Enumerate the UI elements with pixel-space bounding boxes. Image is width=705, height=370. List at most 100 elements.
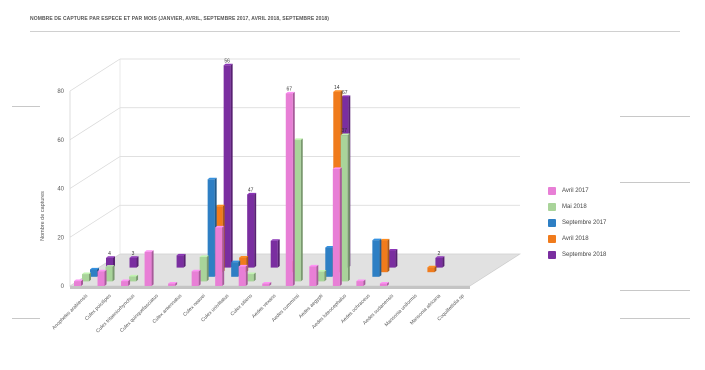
bar-top bbox=[105, 265, 115, 267]
bar-front bbox=[356, 281, 364, 286]
y-tick-label: 40 bbox=[57, 187, 64, 193]
y-axis-label: Nombre de captures bbox=[40, 191, 46, 241]
legend: Avril 2017 Mai 2018 Septembre 2017 Avril… bbox=[548, 183, 606, 263]
legend-label: Avril 2018 bbox=[562, 236, 589, 242]
bar-side bbox=[151, 250, 154, 286]
bar bbox=[129, 256, 139, 268]
bar-front bbox=[238, 266, 246, 286]
bar-top bbox=[309, 264, 319, 267]
data-label: 67 bbox=[342, 90, 348, 96]
bar-front bbox=[176, 255, 184, 268]
x-tick-label: Culex sitiens bbox=[230, 293, 255, 318]
gridline-side bbox=[69, 156, 121, 189]
bar bbox=[215, 225, 225, 286]
bar-front bbox=[427, 267, 435, 273]
bar-side bbox=[245, 264, 248, 286]
bar-front bbox=[239, 257, 247, 273]
y-tick-label: 80 bbox=[57, 89, 64, 95]
bar-side bbox=[222, 225, 225, 286]
bar-top bbox=[379, 281, 389, 284]
bar-front bbox=[144, 251, 152, 286]
bar-side bbox=[104, 269, 107, 286]
bar bbox=[144, 250, 154, 286]
bar-top bbox=[356, 279, 366, 282]
bar-side bbox=[269, 281, 272, 286]
left-divider bbox=[12, 106, 40, 107]
bar bbox=[435, 256, 445, 268]
bar-front bbox=[74, 281, 81, 286]
bar-side bbox=[113, 256, 115, 268]
bar-front bbox=[215, 227, 223, 286]
bar bbox=[238, 264, 248, 286]
bar-side bbox=[175, 281, 178, 286]
bar bbox=[191, 269, 201, 286]
bar-front bbox=[246, 274, 254, 282]
bar-front bbox=[121, 281, 129, 286]
legend-item: Mai 2018 bbox=[548, 199, 606, 215]
right-divider bbox=[620, 318, 690, 319]
bar-side bbox=[128, 279, 131, 286]
bar-front bbox=[285, 93, 293, 286]
bar-front bbox=[207, 179, 215, 277]
bar bbox=[293, 138, 303, 282]
bar bbox=[332, 167, 342, 286]
bar bbox=[356, 279, 366, 286]
bar-side bbox=[136, 256, 139, 268]
bar-side bbox=[206, 255, 209, 282]
bar-top bbox=[388, 248, 398, 251]
bar-front bbox=[199, 257, 207, 282]
bar-front bbox=[129, 257, 137, 268]
bar-top bbox=[340, 133, 350, 136]
bar-top bbox=[435, 256, 445, 258]
data-label: 56 bbox=[224, 58, 230, 64]
bar-front bbox=[105, 266, 113, 282]
bar-top bbox=[176, 253, 186, 256]
bar-front bbox=[129, 276, 137, 282]
bar-top bbox=[285, 91, 295, 94]
legend-swatch bbox=[548, 203, 556, 211]
right-divider bbox=[620, 182, 690, 183]
bar-front bbox=[325, 247, 333, 277]
bar bbox=[74, 279, 83, 286]
bar-top bbox=[332, 167, 342, 169]
legend-label: Septembre 2018 bbox=[562, 252, 607, 258]
bar-side bbox=[300, 138, 303, 282]
bar-side bbox=[136, 274, 139, 282]
bar bbox=[106, 256, 115, 268]
bar-top bbox=[333, 90, 343, 92]
bar-top bbox=[199, 255, 209, 258]
bar-side bbox=[112, 265, 115, 282]
data-label: 4 bbox=[108, 251, 111, 257]
legend-item: Septembre 2018 bbox=[548, 247, 606, 263]
bar-side bbox=[316, 264, 319, 286]
x-tick-label: Anopheles arabiensis bbox=[51, 293, 89, 331]
bar-front bbox=[90, 269, 97, 277]
bar-top bbox=[74, 279, 83, 282]
bar-top bbox=[325, 245, 335, 248]
bar-side bbox=[253, 272, 256, 282]
bar bbox=[262, 281, 272, 286]
bar-top bbox=[427, 265, 437, 268]
bar-front bbox=[435, 257, 443, 268]
bar-front bbox=[82, 274, 89, 282]
legend-label: Avril 2017 bbox=[562, 188, 589, 194]
bar-top bbox=[223, 63, 233, 66]
bar bbox=[223, 63, 233, 268]
bar-top bbox=[82, 272, 91, 275]
bar bbox=[340, 133, 350, 282]
bar-front bbox=[191, 271, 199, 286]
data-label: 3 bbox=[132, 251, 135, 257]
bar-front bbox=[223, 65, 231, 268]
bar bbox=[379, 281, 389, 286]
bar-side bbox=[277, 239, 280, 268]
bar-top bbox=[262, 281, 272, 284]
bar-top bbox=[246, 272, 256, 275]
bar bbox=[97, 269, 107, 286]
bar-top bbox=[207, 177, 217, 180]
right-divider bbox=[620, 116, 690, 117]
legend-item: Avril 2018 bbox=[548, 231, 606, 247]
bar-front bbox=[106, 257, 113, 268]
bar-side bbox=[254, 192, 257, 268]
bar-top bbox=[106, 256, 115, 258]
